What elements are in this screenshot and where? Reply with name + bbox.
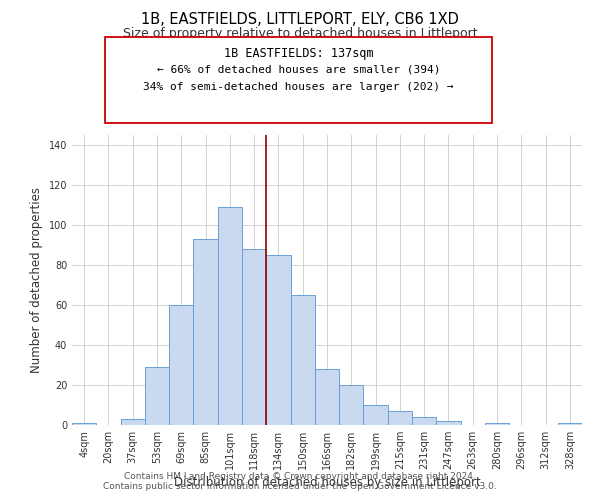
Text: 34% of semi-detached houses are larger (202) →: 34% of semi-detached houses are larger (…	[143, 82, 454, 92]
Text: 1B, EASTFIELDS, LITTLEPORT, ELY, CB6 1XD: 1B, EASTFIELDS, LITTLEPORT, ELY, CB6 1XD	[141, 12, 459, 28]
Bar	[485, 423, 509, 425]
Y-axis label: Number of detached properties: Number of detached properties	[30, 187, 43, 373]
Text: Size of property relative to detached houses in Littleport: Size of property relative to detached ho…	[122, 28, 478, 40]
Bar	[315, 369, 339, 425]
Bar	[388, 411, 412, 425]
Bar	[266, 255, 290, 425]
X-axis label: Distribution of detached houses by size in Littleport: Distribution of detached houses by size …	[173, 476, 481, 489]
Text: 1B EASTFIELDS: 137sqm: 1B EASTFIELDS: 137sqm	[224, 46, 373, 60]
Bar	[290, 295, 315, 425]
Bar	[558, 423, 582, 425]
Bar	[339, 385, 364, 425]
Bar	[169, 305, 193, 425]
Bar	[242, 249, 266, 425]
Bar	[193, 239, 218, 425]
Bar	[412, 417, 436, 425]
Bar	[364, 405, 388, 425]
Bar	[145, 367, 169, 425]
Text: Contains HM Land Registry data © Crown copyright and database right 2024.: Contains HM Land Registry data © Crown c…	[124, 472, 476, 481]
Text: Contains public sector information licensed under the Open Government Licence v3: Contains public sector information licen…	[103, 482, 497, 491]
Bar	[436, 421, 461, 425]
Text: ← 66% of detached houses are smaller (394): ← 66% of detached houses are smaller (39…	[157, 65, 440, 75]
Bar	[218, 207, 242, 425]
Bar	[72, 423, 96, 425]
Bar	[121, 419, 145, 425]
